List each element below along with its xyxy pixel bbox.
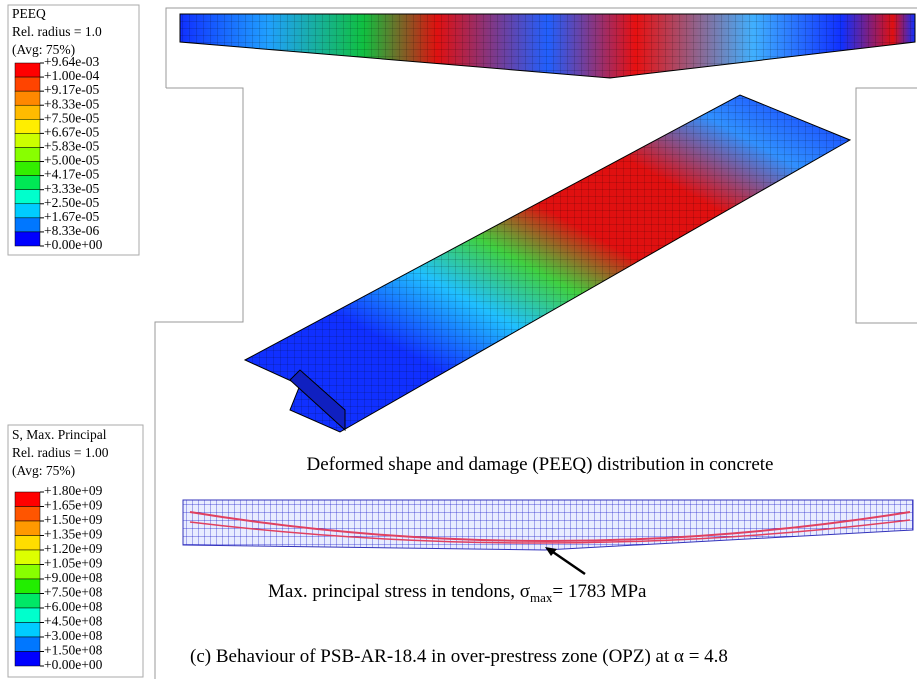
legend-label: +8.33e-06 [44, 223, 99, 238]
legend-label: +5.00e-05 [44, 153, 99, 168]
caption: Deformed shape and damage (PEEQ) distrib… [307, 454, 774, 475]
caption-part: = 1783 MPa [552, 581, 647, 602]
legend-swatch [15, 652, 40, 667]
legend-swatch [15, 637, 40, 652]
caption: Max. principal stress in tendons, σmax= … [268, 581, 647, 605]
legend-swatch [15, 623, 40, 638]
legend-label: +1.67e-05 [44, 209, 99, 224]
legend-swatch [15, 204, 40, 218]
legend-swatch [15, 162, 40, 176]
legend-swatch [15, 63, 40, 77]
legend-label: +1.50e+08 [44, 643, 103, 658]
figure-caption: (c) Behaviour of PSB-AR-18.4 in over-pre… [190, 646, 728, 667]
legend-label: +9.00e+08 [44, 570, 103, 585]
legend-label: +1.80e+09 [44, 483, 103, 498]
legend-label: +2.50e-05 [44, 195, 99, 210]
legend-label: +0.00e+00 [44, 237, 103, 252]
legend-radius: Rel. radius = 1.00 [12, 445, 109, 460]
legend-swatch [15, 176, 40, 190]
legend-swatch [15, 190, 40, 204]
legend-swatch [15, 521, 40, 536]
legend-label: +4.50e+08 [44, 614, 103, 629]
legend-swatch [15, 536, 40, 551]
legend-swatch [15, 77, 40, 91]
legend-swatch [15, 608, 40, 623]
legend-title: S, Max. Principal [12, 427, 107, 442]
legend-label: +4.17e-05 [44, 167, 99, 182]
beam-elevation [180, 14, 915, 78]
caption-subscript: max [530, 590, 553, 605]
legend-label: +6.67e-05 [44, 124, 99, 139]
legend-label: +6.00e+08 [44, 599, 103, 614]
legend-swatch [15, 492, 40, 507]
legend-label: +1.00e-04 [44, 68, 99, 83]
legend-label: +1.50e+09 [44, 512, 103, 527]
legend-swatch [15, 579, 40, 594]
legend-label: +9.17e-05 [44, 82, 99, 97]
legend-label: +1.65e+09 [44, 498, 103, 513]
frame [155, 8, 917, 679]
legend-radius: Rel. radius = 1.0 [12, 24, 102, 39]
legend-label: +3.33e-05 [44, 181, 99, 196]
legend-swatch [15, 147, 40, 161]
legend-swatch [15, 232, 40, 246]
legend-swatch [15, 218, 40, 232]
legend-swatch [15, 91, 40, 105]
legend-label: +1.20e+09 [44, 541, 103, 556]
legend-swatch [15, 133, 40, 147]
legend-swatch [15, 550, 40, 565]
beam-tendons [183, 500, 913, 574]
legend-label: +9.64e-03 [44, 54, 99, 69]
legend-swatch [15, 507, 40, 522]
figure: PEEQ Rel. radius = 1.0 (Avg: 75%) +9.64e-03… [0, 0, 917, 679]
legend-label: +1.35e+09 [44, 527, 103, 542]
legend-title: PEEQ [12, 6, 46, 21]
legend-label: +7.50e-05 [44, 110, 99, 125]
legend-label: +0.00e+00 [44, 657, 103, 672]
legend-swatch [15, 119, 40, 133]
legend-label: +1.05e+09 [44, 556, 103, 571]
legend-label: +8.33e-05 [44, 96, 99, 111]
legend-label: +5.83e-05 [44, 139, 99, 154]
legend-label: +3.00e+08 [44, 628, 103, 643]
legend-avg: (Avg: 75%) [12, 463, 75, 478]
legend-swatch [15, 105, 40, 119]
caption-part: Max. principal stress in tendons, σ [268, 581, 530, 602]
legend-swatch [15, 565, 40, 580]
beam-3d [245, 95, 850, 432]
legend-label: +7.50e+08 [44, 585, 103, 600]
legend-swatch [15, 594, 40, 609]
